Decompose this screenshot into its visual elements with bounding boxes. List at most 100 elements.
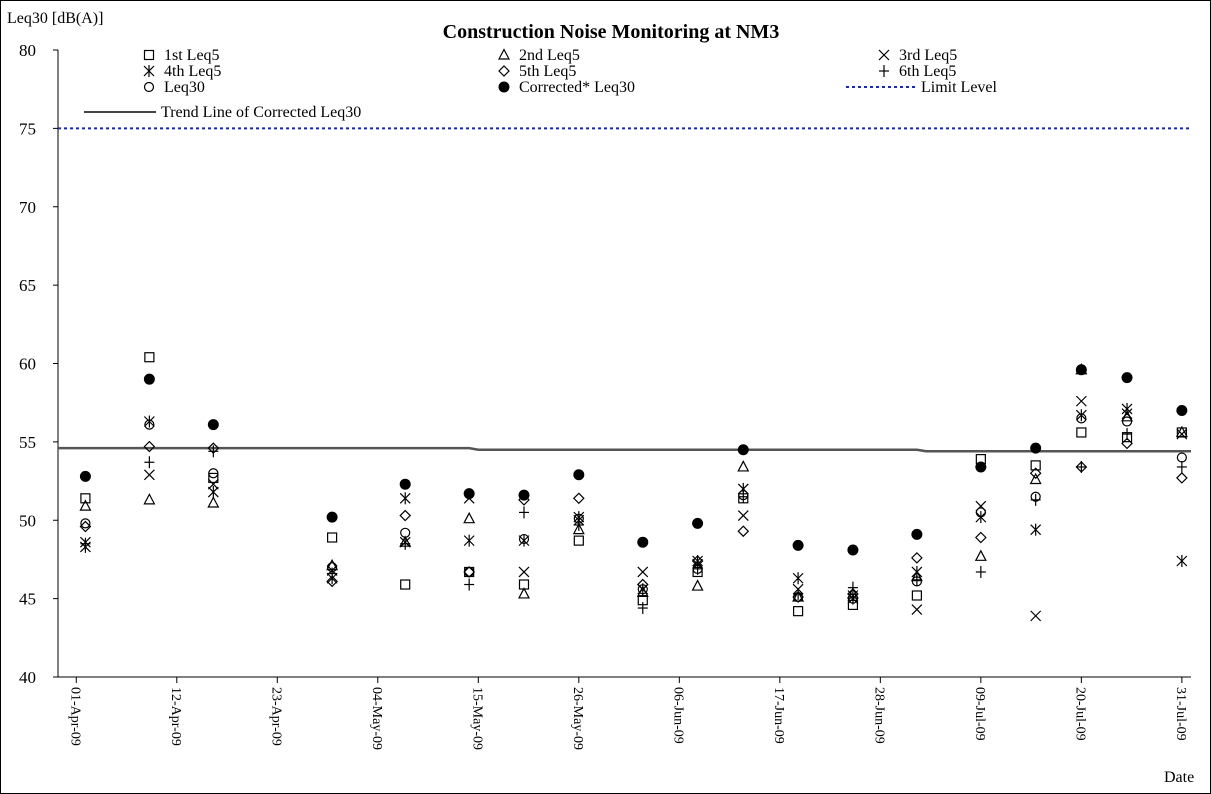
legend-marker bbox=[878, 49, 890, 61]
x-tick-label: 26-May-09 bbox=[570, 687, 585, 750]
data-point bbox=[518, 489, 530, 501]
data-point bbox=[737, 510, 749, 521]
legend-item: 6th Leq5 bbox=[879, 63, 956, 80]
data-point bbox=[143, 493, 156, 505]
legend-label: Leq30 bbox=[164, 79, 205, 96]
data-point bbox=[143, 415, 155, 428]
legend-marker bbox=[498, 48, 510, 60]
data-point bbox=[1176, 428, 1188, 440]
y-tick-label: 45 bbox=[19, 590, 36, 609]
data-point bbox=[911, 528, 923, 540]
data-point bbox=[1076, 427, 1087, 438]
y-tick-label: 80 bbox=[19, 41, 36, 60]
data-point bbox=[464, 566, 475, 578]
legend-marker bbox=[498, 81, 510, 93]
legend-item: Corrected* Leq30 bbox=[498, 79, 635, 96]
data-point bbox=[208, 445, 219, 458]
data-point bbox=[1121, 437, 1133, 450]
data-point bbox=[326, 511, 338, 523]
data-point bbox=[207, 419, 219, 431]
data-point bbox=[1075, 364, 1087, 376]
data-point bbox=[1176, 460, 1187, 473]
trend-line bbox=[58, 446, 1191, 453]
trend-line-path bbox=[58, 446, 1191, 453]
data-point bbox=[737, 444, 749, 456]
data-point bbox=[144, 456, 155, 469]
axes: 40 45 50 55 60 65 70 75 80 01-Apr-09 12-Apr-09 23-A… bbox=[19, 41, 1191, 750]
legend-label: 5th Leq5 bbox=[519, 63, 576, 80]
data-point bbox=[911, 590, 922, 601]
x-tick-label: 28-Jun-09 bbox=[871, 687, 886, 744]
x-tick-label: 12-Apr-09 bbox=[168, 687, 183, 746]
x-tick-label: 06-Jun-09 bbox=[670, 687, 685, 744]
data-point bbox=[1176, 452, 1187, 463]
x-tick-label: 15-May-09 bbox=[469, 687, 484, 750]
series-circle-open bbox=[80, 413, 1187, 604]
data-point bbox=[1176, 405, 1188, 417]
data-point bbox=[399, 492, 411, 505]
data-point bbox=[207, 478, 219, 490]
data-point bbox=[572, 522, 585, 535]
data-point bbox=[464, 578, 475, 591]
data-point bbox=[518, 533, 530, 545]
data-point bbox=[737, 460, 750, 472]
data-point bbox=[911, 576, 922, 587]
data-point bbox=[79, 470, 91, 482]
data-point bbox=[400, 537, 411, 550]
data-point bbox=[80, 493, 91, 504]
data-point bbox=[208, 472, 219, 484]
data-point bbox=[1076, 460, 1087, 473]
legend-item: 3rd Leq5 bbox=[878, 47, 957, 64]
data-point bbox=[975, 461, 987, 473]
data-point bbox=[691, 579, 704, 591]
legend-label: Limit Level bbox=[921, 79, 998, 96]
data-point bbox=[400, 527, 411, 538]
data-point bbox=[573, 469, 585, 481]
data-point bbox=[144, 352, 155, 363]
data-point bbox=[327, 532, 338, 543]
legend-marker bbox=[143, 65, 155, 77]
data-point bbox=[636, 578, 649, 591]
data-point bbox=[692, 517, 704, 529]
data-point bbox=[79, 499, 92, 511]
data-point bbox=[572, 492, 585, 505]
data-point bbox=[637, 566, 649, 578]
data-point bbox=[975, 507, 986, 518]
y-tick-label: 50 bbox=[19, 511, 36, 530]
data-point bbox=[573, 535, 584, 546]
data-point bbox=[738, 490, 749, 501]
data-point bbox=[463, 511, 476, 524]
data-point bbox=[207, 486, 219, 499]
series-plus bbox=[80, 428, 1187, 615]
data-point bbox=[847, 588, 859, 600]
data-point bbox=[80, 537, 91, 550]
data-point bbox=[207, 496, 220, 508]
legend-marker bbox=[498, 65, 510, 77]
data-point bbox=[1030, 491, 1041, 502]
data-point bbox=[1075, 395, 1087, 407]
data-point bbox=[792, 572, 804, 585]
data-point bbox=[1030, 442, 1042, 454]
data-point bbox=[573, 518, 584, 531]
data-point bbox=[975, 565, 986, 578]
data-point bbox=[80, 518, 91, 529]
data-point bbox=[1029, 467, 1042, 480]
series-asterisk bbox=[79, 402, 1188, 605]
legend-item: 2nd Leq5 bbox=[498, 47, 580, 64]
data-point bbox=[692, 563, 703, 574]
legend-label: Trend Line of Corrected Leq30 bbox=[161, 104, 361, 121]
data-point bbox=[974, 531, 987, 544]
data-point bbox=[327, 567, 338, 580]
data-points bbox=[79, 352, 1188, 622]
data-point bbox=[1029, 472, 1042, 485]
data-point bbox=[1121, 372, 1133, 384]
data-point bbox=[1176, 555, 1188, 568]
legend-marker bbox=[143, 49, 155, 61]
data-point bbox=[143, 440, 156, 453]
data-point bbox=[573, 513, 584, 524]
data-point bbox=[737, 525, 750, 538]
y-tick-label: 75 bbox=[19, 119, 36, 138]
data-point bbox=[79, 520, 92, 533]
